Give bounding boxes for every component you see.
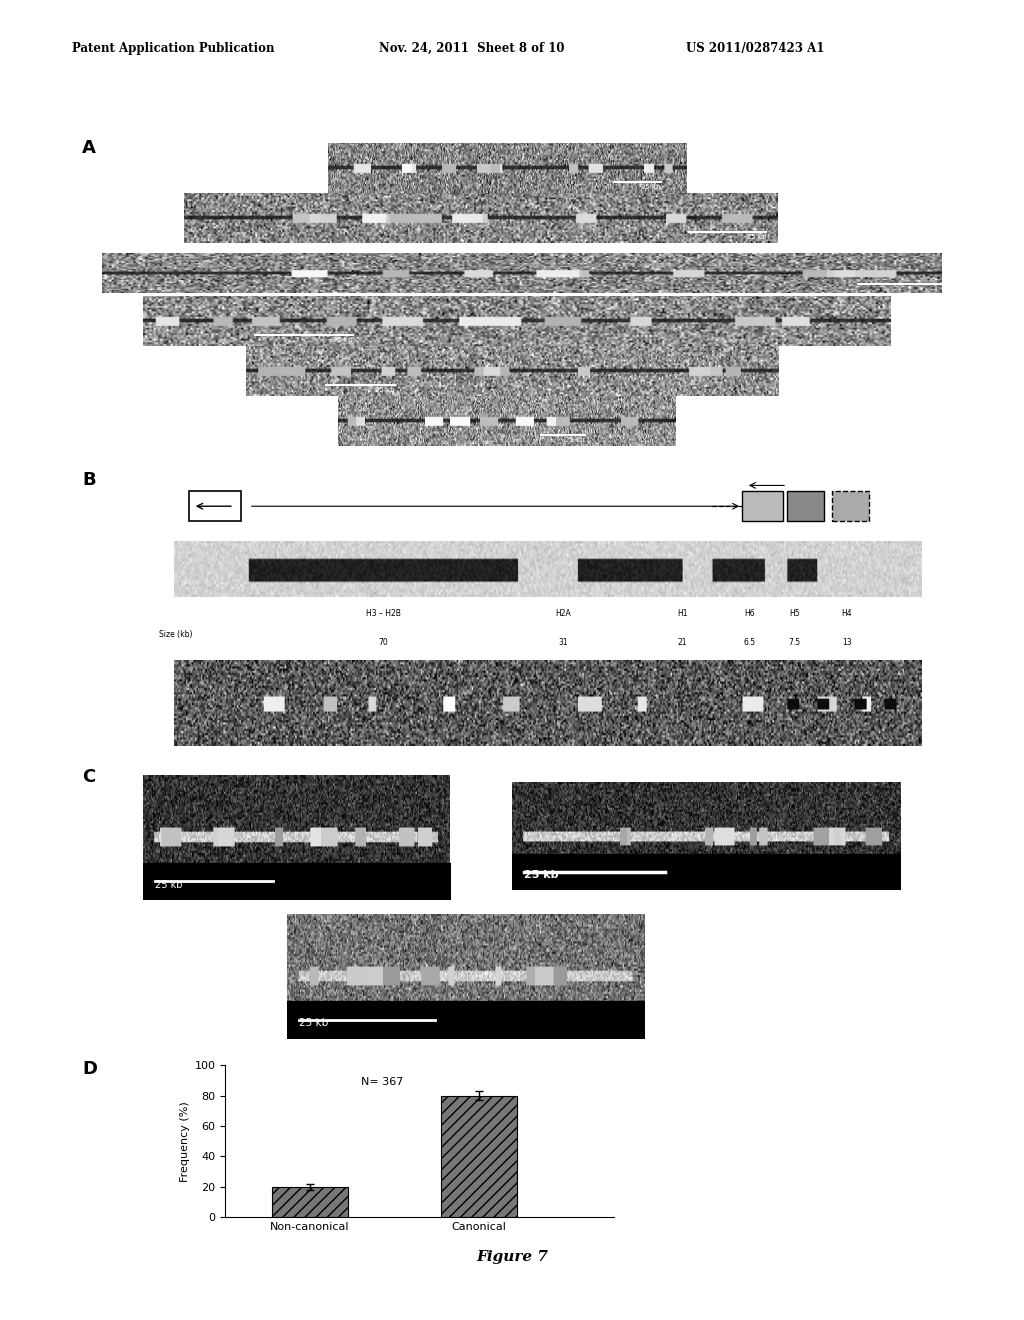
Y-axis label: Frequency (%): Frequency (%)	[180, 1101, 190, 1181]
Text: Patent Application Publication: Patent Application Publication	[72, 42, 274, 55]
Text: 6.5: 6.5	[743, 638, 756, 647]
Bar	[831, 491, 869, 521]
Text: 21: 21	[678, 638, 687, 647]
Text: 25 kb: 25 kb	[333, 337, 352, 343]
Text: 31: 31	[558, 638, 567, 647]
Text: Nov. 24, 2011  Sheet 8 of 10: Nov. 24, 2011 Sheet 8 of 10	[379, 42, 564, 55]
Bar	[441, 1096, 517, 1217]
Text: N= 367: N= 367	[360, 1077, 403, 1088]
Text: Figure 7: Figure 7	[476, 1250, 548, 1265]
Bar	[287, 1001, 645, 1039]
Text: 25 kb: 25 kb	[641, 183, 662, 190]
Text: 25 kb: 25 kb	[299, 1019, 329, 1028]
Text: 25 kb: 25 kb	[524, 870, 558, 880]
Text: B: B	[82, 471, 95, 490]
Text: H3 – H2B: H3 – H2B	[366, 609, 400, 618]
Bar	[189, 491, 242, 521]
Text: 13: 13	[842, 638, 852, 647]
Bar	[512, 854, 901, 890]
Bar	[143, 863, 451, 900]
Text: 25 kb: 25 kb	[156, 880, 182, 890]
Bar	[742, 491, 783, 521]
Text: H2A: H2A	[555, 609, 570, 618]
Text: C: C	[82, 768, 95, 787]
Bar	[271, 1187, 348, 1217]
Text: 25 kb: 25 kb	[948, 286, 968, 292]
Text: H4: H4	[842, 609, 852, 618]
Text: H6: H6	[744, 609, 755, 618]
Text: 25 kb: 25 kb	[376, 387, 395, 393]
Text: H1: H1	[677, 609, 688, 618]
Text: Size (kb): Size (kb)	[159, 631, 193, 639]
Text: 25 kb: 25 kb	[746, 234, 766, 240]
Text: 7.5: 7.5	[788, 638, 801, 647]
Text: US 2011/0287423 A1: US 2011/0287423 A1	[686, 42, 824, 55]
Text: A: A	[82, 139, 96, 157]
Bar	[787, 491, 824, 521]
Text: 25 kb: 25 kb	[565, 437, 585, 444]
Text: 70: 70	[379, 638, 388, 647]
Text: H5: H5	[790, 609, 800, 618]
Text: D: D	[82, 1060, 97, 1078]
